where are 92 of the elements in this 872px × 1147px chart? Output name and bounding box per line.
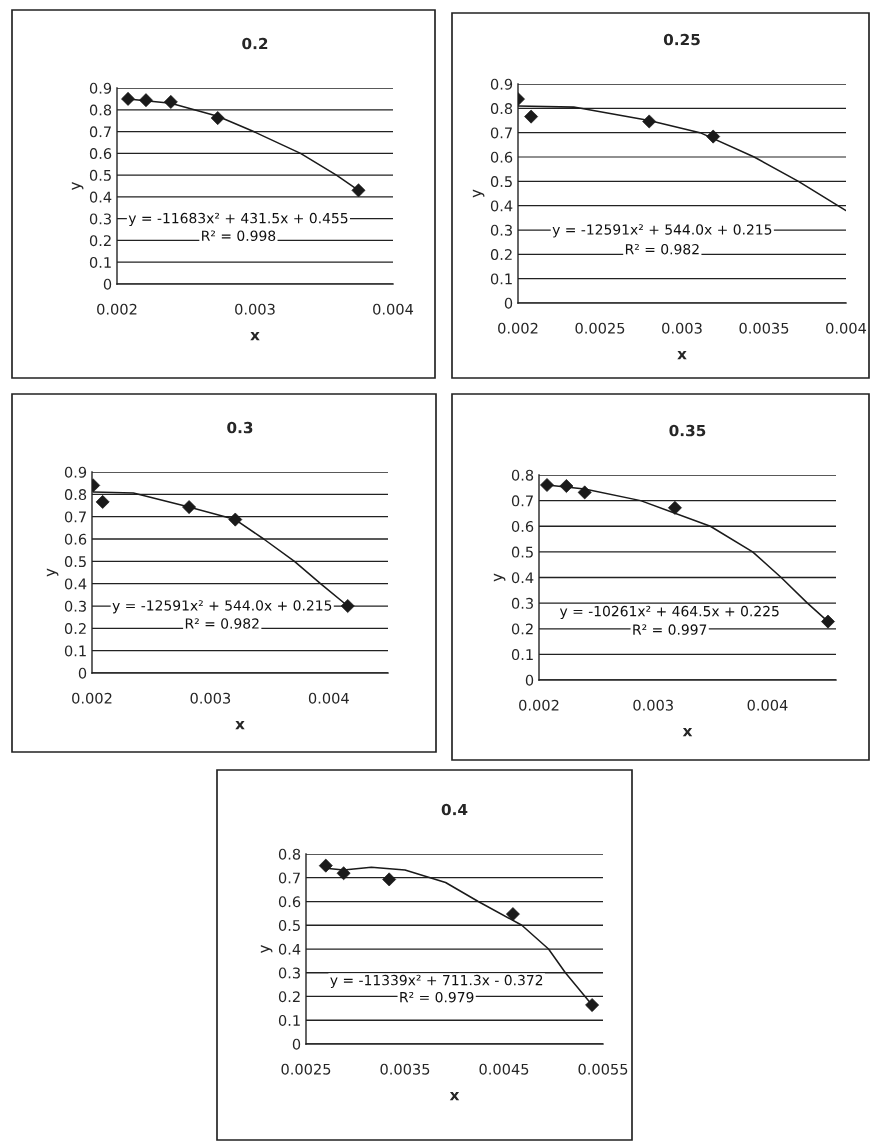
y-tick-label: 0 xyxy=(292,1038,301,1050)
x-tick-label: 0.002 xyxy=(498,322,538,334)
y-tick-label: 0 xyxy=(525,674,534,686)
x-tick-label: 0.003 xyxy=(190,692,231,704)
annotation: R² = 0.982 xyxy=(625,243,699,255)
y-tick-label: 0.1 xyxy=(278,1014,300,1026)
y-tick-label: 0.3 xyxy=(89,213,111,225)
y-tick-label: 0.3 xyxy=(64,600,86,612)
y-tick-label: 0 xyxy=(78,667,87,679)
y-tick-label: 0.2 xyxy=(278,991,300,1003)
x-axis-title: x xyxy=(235,720,245,730)
y-tick-label: 0.2 xyxy=(89,235,111,247)
annotation: y = -10261x² + 464.5x + 0.225 xyxy=(559,605,779,620)
y-tick-label: 0.4 xyxy=(64,578,87,590)
y-tick-label: 0.6 xyxy=(89,148,112,160)
y-tick-label: 0.8 xyxy=(89,104,112,116)
annotation: y = -11683x² + 431.5x + 0.455 xyxy=(128,212,348,227)
annotation: y = -12591x² + 544.0x + 0.215 xyxy=(552,224,772,238)
y-tick-label: 0.6 xyxy=(511,520,534,532)
annotation: R² = 0.979 xyxy=(400,991,474,1003)
x-axis-title: x xyxy=(677,350,687,360)
y-tick-label: 0.2 xyxy=(511,623,533,635)
y-tick-label: 0.4 xyxy=(278,943,301,955)
y-axis-title: y xyxy=(260,944,273,954)
y-tick-label: 0.7 xyxy=(278,872,300,884)
y-tick-label: 0.3 xyxy=(490,224,512,236)
y-tick-label: 0.4 xyxy=(490,200,513,212)
chart-title: 0.4 xyxy=(441,803,468,816)
x-tick-label: 0.0035 xyxy=(380,1063,430,1075)
y-tick-label: 0.1 xyxy=(89,256,111,268)
y-tick-label: 0.4 xyxy=(511,572,534,584)
y-axis-title: y xyxy=(472,189,485,198)
x-tick-label: 0.0035 xyxy=(739,322,789,334)
y-tick-label: 0.3 xyxy=(511,597,533,609)
x-tick-label: 0.004 xyxy=(826,322,867,334)
x-tick-label: 0.004 xyxy=(747,699,788,711)
annotation: R² = 0.998 xyxy=(202,230,276,241)
y-tick-label: 0.9 xyxy=(490,78,513,90)
y-tick-label: 0.5 xyxy=(490,176,512,188)
x-tick-label: 0.003 xyxy=(235,303,275,315)
y-tick-label: 0.7 xyxy=(490,127,512,139)
y-axis-title: y xyxy=(493,573,506,582)
y-tick-label: 0.8 xyxy=(64,489,87,501)
y-tick-label: 0.8 xyxy=(490,103,513,115)
x-tick-label: 0.003 xyxy=(633,699,673,711)
chart-title: 0.2 xyxy=(242,37,268,50)
y-tick-label: 0 xyxy=(504,297,513,309)
x-axis-title: x xyxy=(449,1091,460,1101)
y-tick-label: 0.8 xyxy=(278,848,301,860)
chart-title: 0.3 xyxy=(227,421,253,434)
y-tick-label: 0 xyxy=(103,278,112,290)
y-tick-label: 0.6 xyxy=(64,533,87,545)
y-tick-label: 0.1 xyxy=(490,273,512,285)
x-tick-label: 0.0055 xyxy=(578,1063,628,1075)
x-tick-label: 0.003 xyxy=(662,322,702,334)
y-axis-title: y xyxy=(71,181,84,191)
x-axis-title: x xyxy=(250,331,260,341)
x-axis-title: x xyxy=(682,727,693,737)
x-tick-label: 0.002 xyxy=(72,692,112,704)
x-tick-label: 0.004 xyxy=(308,692,349,704)
x-tick-label: 0.0045 xyxy=(479,1063,529,1075)
annotation: y = -12591x² + 544.0x + 0.215 xyxy=(112,600,332,614)
chart-title: 0.35 xyxy=(669,424,706,437)
y-tick-label: 0.7 xyxy=(64,511,86,523)
y-tick-label: 0.7 xyxy=(511,495,533,507)
x-tick-label: 0.0025 xyxy=(575,322,625,334)
y-tick-label: 0.7 xyxy=(89,126,111,138)
y-tick-label: 0.4 xyxy=(89,191,112,203)
y-tick-label: 0.2 xyxy=(490,249,512,261)
x-tick-label: 0.002 xyxy=(97,303,137,315)
y-tick-label: 0.2 xyxy=(64,623,86,635)
annotation: R² = 0.982 xyxy=(185,618,259,629)
y-tick-label: 0.9 xyxy=(89,82,112,94)
y-tick-label: 0.5 xyxy=(64,556,86,568)
y-tick-label: 0.6 xyxy=(490,151,513,163)
annotation: R² = 0.997 xyxy=(633,624,707,635)
y-tick-label: 0.5 xyxy=(278,919,300,931)
x-tick-label: 0.0025 xyxy=(281,1063,331,1075)
y-tick-label: 0.5 xyxy=(89,169,111,181)
y-tick-label: 0.1 xyxy=(511,649,533,661)
chart-title: 0.25 xyxy=(663,33,700,46)
y-tick-label: 0.9 xyxy=(64,466,87,478)
point xyxy=(318,858,333,873)
annotation: y = -11339x² + 711.3x - 0.372 xyxy=(330,974,543,989)
x-tick-label: 0.002 xyxy=(519,699,559,711)
y-tick-label: 0.1 xyxy=(64,645,86,657)
y-tick-label: 0.5 xyxy=(511,546,533,558)
y-tick-label: 0.6 xyxy=(278,896,301,908)
y-tick-label: 0.8 xyxy=(511,469,534,481)
x-tick-label: 0.004 xyxy=(373,303,414,315)
y-tick-label: 0.3 xyxy=(278,967,300,979)
y-axis-title: y xyxy=(46,568,59,577)
